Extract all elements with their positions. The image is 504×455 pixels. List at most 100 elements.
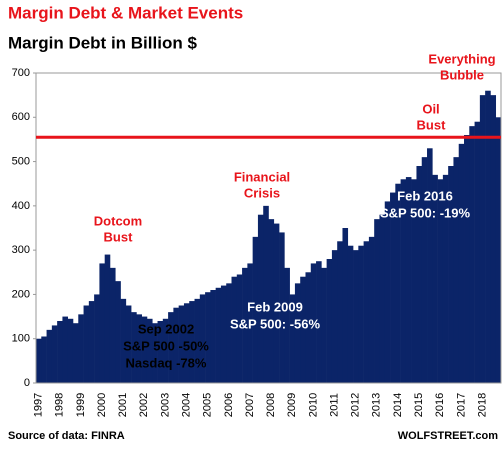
x-tick-label: 2018 [476,393,488,417]
x-tick-label: 2000 [96,393,108,417]
bar [46,329,53,383]
x-tick-label: 2016 [434,393,446,417]
bar [41,336,47,383]
bar [379,214,386,383]
chart-title: Margin Debt & Market Events [8,3,243,22]
x-tick-label: 1997 [33,393,45,417]
bar [358,245,364,383]
bar [205,292,211,383]
bar [183,303,190,383]
bar [194,298,201,383]
x-tick-label: 2010 [307,393,319,417]
plot-frame [35,72,502,384]
bar [168,312,174,383]
y-tick-label: 0 [24,377,30,389]
bar [342,228,349,383]
bar [226,283,232,383]
annotation: Sep 2002 [138,321,194,336]
x-tick-label: 2003 [159,393,171,417]
annotations: Dotcom Bust Financial Crisis Oil Bust Ev… [94,51,496,370]
x-tick-label: 2006 [223,393,235,417]
bar [231,276,238,383]
bar [490,95,497,384]
bar [310,263,317,383]
annotation: Oil [422,101,439,116]
bar [411,179,417,383]
bar [215,287,222,383]
x-tick-label: 1999 [75,393,87,417]
bar [305,272,312,383]
annotation: Dotcom [94,213,142,228]
bar [337,241,343,383]
annotation: Feb 2009 [247,299,303,314]
bar [109,267,116,383]
bar [363,241,370,383]
x-tick-label: 2017 [455,393,467,417]
x-tick-label: 2011 [328,393,340,417]
bar [321,267,327,383]
bar [78,314,84,383]
bar [469,126,475,384]
x-tick-label: 1998 [54,393,66,417]
bar [88,301,95,383]
bar [400,179,407,383]
x-tick-label: 2008 [265,393,277,417]
bar [173,307,179,383]
annotation: Bust [417,117,447,132]
bar [131,312,137,383]
x-tick-label: 2015 [413,393,425,417]
bar [247,263,253,383]
bar [252,236,259,383]
bar [104,254,111,383]
bar [141,316,148,383]
bar [405,177,412,383]
bar [125,305,132,383]
chart-subtitle: Margin Debt in Billion $ [8,33,197,52]
annotation: S&P 500: -56% [230,316,321,331]
bar [268,219,275,383]
bars [36,90,502,384]
bar [316,261,322,383]
bar [236,274,243,383]
annotation: S&P 500 -50% [123,338,209,353]
source-note: Source of data: FINRA [8,430,125,442]
y-tick-label: 400 [12,200,30,212]
bar [67,318,74,383]
x-tick-label: 2009 [286,393,298,417]
bar [448,166,454,383]
bar [199,294,206,383]
bar [458,143,465,383]
bar [495,117,502,384]
bar [152,323,158,383]
bar [178,305,185,383]
x-tick-label: 2005 [202,393,214,417]
bar [157,321,164,383]
annotation: Feb 2016 [397,188,453,203]
bar [242,267,248,383]
bar [273,223,280,383]
bar [257,214,264,383]
bar [94,294,100,383]
bar [442,174,449,383]
brand: WOLFSTREET.com [398,430,498,442]
bar [220,285,227,383]
bar [437,179,444,383]
bar [189,301,195,383]
bar [427,148,433,383]
x-tick-label: 2002 [138,393,150,417]
bar [300,276,306,383]
y-tick-label: 500 [12,155,30,167]
bar [263,205,269,383]
bar [416,166,423,383]
bar [421,157,428,383]
annotation: Bust [104,229,134,244]
bar [395,183,401,383]
bar [464,135,470,383]
annotation: Everything [428,51,495,66]
bar [353,250,359,383]
bar [115,281,121,383]
bar [99,263,105,383]
y-tick-label: 700 [12,67,30,79]
bar [279,232,285,383]
